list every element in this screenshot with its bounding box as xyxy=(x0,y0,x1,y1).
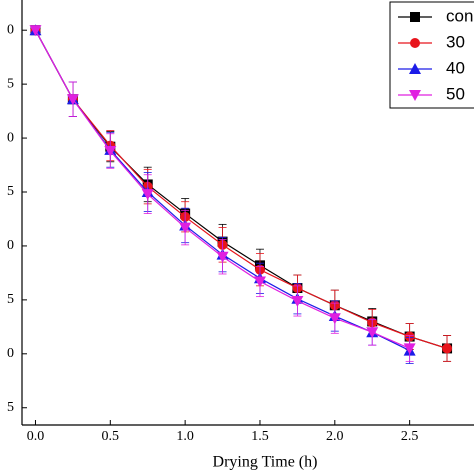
legend-box xyxy=(389,1,474,109)
x-tick-label: 2.0 xyxy=(326,429,344,444)
marker xyxy=(253,276,266,288)
marker xyxy=(328,313,341,325)
x-tick-label: 1.0 xyxy=(176,429,194,444)
series-line xyxy=(34,29,448,349)
y-tick-label: 5 xyxy=(7,184,14,199)
marker xyxy=(179,222,192,234)
x-tick-label: 0.5 xyxy=(102,429,120,444)
y-tick-label: 5 xyxy=(7,76,14,91)
marker xyxy=(141,189,154,201)
marker xyxy=(410,38,420,48)
series-line xyxy=(34,29,448,349)
series-line xyxy=(34,29,410,349)
legend-label: 40 xyxy=(446,58,465,77)
marker xyxy=(366,327,379,339)
y-tick-label: 0 xyxy=(7,346,14,361)
marker xyxy=(29,25,42,37)
legend-label: con xyxy=(446,6,473,25)
x-tick-label: 0.0 xyxy=(27,429,45,444)
marker xyxy=(291,295,304,307)
marker xyxy=(410,12,420,22)
y-tick-label: 5 xyxy=(7,400,14,415)
legend-label: 30 xyxy=(446,32,465,51)
y-tick-label: 0 xyxy=(7,22,14,37)
x-tick-label: 2.5 xyxy=(401,429,419,444)
y-tick-label: 0 xyxy=(7,130,14,145)
x-axis-label: Drying Time (h) xyxy=(213,454,318,471)
y-tick-label: 5 xyxy=(7,292,14,307)
marker xyxy=(442,343,453,354)
marker xyxy=(409,90,421,101)
legend-label: 50 xyxy=(446,84,465,103)
marker xyxy=(216,251,229,263)
series-line xyxy=(34,29,410,352)
marker xyxy=(409,63,421,74)
marker xyxy=(66,94,79,106)
x-tick-label: 1.5 xyxy=(251,429,269,444)
marker xyxy=(403,343,416,355)
marker xyxy=(104,146,117,158)
y-tick-label: 0 xyxy=(7,238,14,253)
